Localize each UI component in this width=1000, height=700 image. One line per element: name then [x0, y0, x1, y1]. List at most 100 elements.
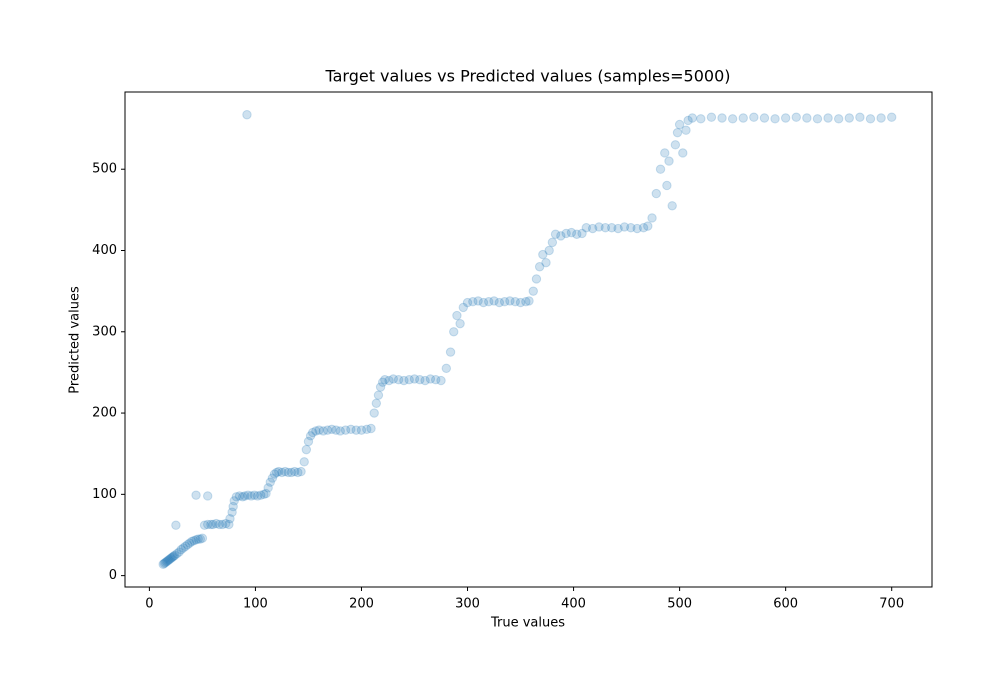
point [484, 297, 494, 307]
point [176, 544, 186, 555]
point [228, 501, 238, 512]
point [238, 492, 248, 502]
point [473, 296, 483, 306]
point [770, 114, 780, 124]
point [206, 519, 216, 530]
y-tick-label: 300 [92, 324, 117, 339]
point [269, 469, 280, 479]
point [415, 375, 425, 385]
point [377, 377, 388, 387]
point [566, 227, 577, 238]
point [227, 507, 237, 517]
point [436, 375, 446, 386]
point [246, 491, 256, 501]
point [191, 535, 201, 545]
point [331, 425, 341, 435]
point [607, 223, 617, 233]
point [455, 318, 465, 329]
x-tick-label: 0 [145, 597, 153, 612]
point [380, 375, 390, 385]
point [171, 520, 181, 530]
point [168, 552, 178, 562]
point [314, 425, 324, 435]
point [399, 375, 409, 386]
point [169, 551, 179, 561]
point [182, 540, 193, 550]
point [441, 363, 452, 374]
point [289, 466, 300, 477]
point [371, 398, 382, 409]
point [550, 229, 561, 239]
point [687, 113, 698, 123]
point [738, 113, 748, 123]
point [572, 229, 582, 239]
point [425, 374, 436, 384]
point [651, 188, 661, 199]
point [812, 114, 823, 124]
x-tick-label: 600 [773, 597, 798, 612]
point [256, 490, 266, 500]
y-tick-label: 0 [109, 568, 117, 583]
point [833, 114, 844, 124]
x-tick-label: 100 [243, 597, 268, 612]
point [299, 457, 309, 467]
point [696, 114, 706, 124]
point [356, 425, 367, 435]
point [717, 113, 727, 123]
x-tick-label: 400 [561, 597, 586, 612]
point [162, 556, 173, 566]
point [240, 491, 250, 501]
point [404, 375, 414, 385]
point [577, 228, 587, 239]
point [727, 114, 738, 124]
point [322, 425, 333, 435]
chart-title: Target values vs Predicted values (sampl… [324, 67, 730, 86]
point [515, 297, 526, 308]
point [499, 297, 510, 307]
point [362, 424, 372, 435]
point [468, 297, 478, 307]
point [231, 492, 242, 502]
point [280, 466, 290, 477]
point [613, 223, 623, 234]
y-tick-label: 200 [92, 406, 117, 421]
point [159, 558, 169, 569]
point [252, 491, 263, 501]
point [184, 538, 195, 548]
point [638, 223, 649, 233]
x-tick-label: 700 [879, 597, 904, 612]
point [208, 519, 218, 530]
point [662, 180, 672, 191]
point [195, 534, 205, 544]
y-tick-label: 400 [92, 243, 117, 258]
point [311, 426, 321, 436]
point [189, 535, 199, 546]
point [267, 473, 278, 483]
point [865, 114, 876, 124]
point [375, 382, 386, 392]
point [259, 489, 269, 500]
point [263, 483, 273, 493]
point [166, 553, 177, 563]
point [462, 297, 473, 308]
point [505, 296, 515, 306]
point [293, 467, 303, 478]
point [524, 296, 534, 306]
point [449, 327, 459, 337]
point [271, 467, 282, 478]
point [541, 257, 551, 268]
point [221, 518, 231, 529]
point [678, 148, 688, 158]
point [217, 519, 228, 530]
point [340, 425, 351, 435]
point [296, 466, 306, 477]
point [165, 553, 176, 564]
point [655, 164, 666, 174]
point [384, 375, 394, 386]
point [318, 426, 329, 436]
point [667, 201, 677, 211]
point [670, 140, 681, 150]
point [458, 302, 468, 313]
point [286, 467, 297, 478]
